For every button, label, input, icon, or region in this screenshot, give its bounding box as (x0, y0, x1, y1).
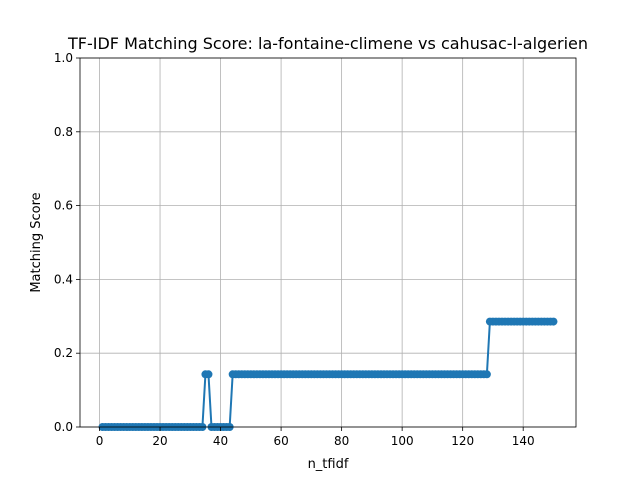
data-point-marker (482, 370, 491, 379)
x-tick-label: 40 (213, 434, 228, 448)
y-axis-label: Matching Score (29, 192, 44, 292)
chart-title: TF-IDF Matching Score: la-fontaine-clime… (67, 34, 588, 53)
series-layer (98, 317, 558, 431)
axes-frame (79, 57, 577, 428)
x-tick-label: 0 (96, 434, 104, 448)
x-tick-label: 80 (334, 434, 349, 448)
y-tick-label: 1.0 (54, 51, 73, 65)
x-tick-label: 100 (391, 434, 414, 448)
data-point-marker (204, 370, 213, 379)
y-tick-label: 0.4 (54, 272, 73, 286)
y-tick-label: 0.8 (54, 125, 73, 139)
x-axis-ticks: 0 20 40 60 80 100 120 140 (96, 427, 535, 448)
x-tick-label: 140 (512, 434, 535, 448)
y-axis-ticks: 0.0 0.2 0.4 0.6 0.8 1.0 (54, 51, 80, 434)
y-tick-label: 0.2 (54, 346, 73, 360)
x-tick-label: 20 (152, 434, 167, 448)
x-axis-label: n_tfidf (308, 457, 349, 472)
x-tick-label: 120 (451, 434, 474, 448)
data-point-marker (549, 317, 558, 326)
x-tick-label: 60 (273, 434, 288, 448)
y-tick-label: 0.0 (54, 420, 73, 434)
y-tick-label: 0.6 (54, 199, 73, 213)
